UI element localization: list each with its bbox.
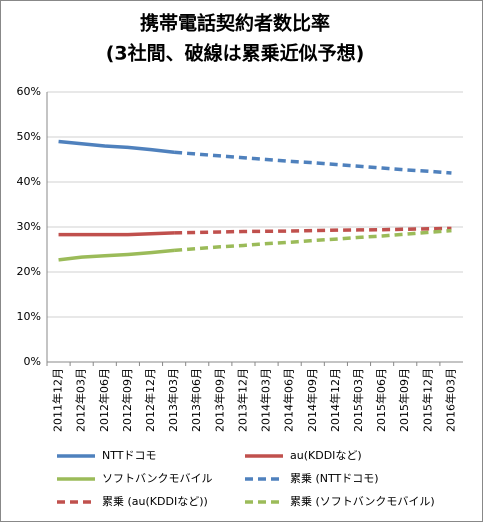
legend-label: NTTドコモ bbox=[102, 449, 156, 462]
chart-subtitle: (3社間、破線は累乗近似予想) bbox=[106, 42, 365, 65]
x-tick-label: 2012年06月 bbox=[97, 368, 111, 432]
chart-title: 携帯電話契約者数比率 bbox=[140, 12, 330, 35]
legend-label: 累乗 (au(KDDIなど)) bbox=[102, 495, 208, 508]
series-line bbox=[58, 231, 175, 237]
y-tick-label: 0% bbox=[24, 355, 41, 368]
x-tick-label: 2015年03月 bbox=[351, 368, 365, 432]
series-line bbox=[174, 226, 452, 235]
y-tick-label: 30% bbox=[17, 220, 41, 233]
x-tick-label: 2015年12月 bbox=[420, 368, 434, 432]
x-tick-label: 2015年06月 bbox=[374, 368, 388, 432]
legend-label: ソフトバンクモバイル bbox=[102, 472, 213, 485]
x-tick-label: 2015年09月 bbox=[397, 368, 411, 432]
series-line bbox=[173, 228, 452, 253]
x-tick-label: 2016年03月 bbox=[443, 368, 457, 432]
x-tick-label: 2011年12月 bbox=[51, 368, 65, 432]
legend-label: 累乗 (ソフトバンクモバイル) bbox=[290, 495, 435, 508]
legend-label: 累乗 (NTTドコモ) bbox=[290, 472, 379, 485]
x-tick-label: 2013年06月 bbox=[189, 368, 203, 432]
x-tick-label: 2012年12月 bbox=[143, 368, 157, 432]
series-line bbox=[173, 150, 452, 175]
y-tick-label: 10% bbox=[17, 310, 41, 323]
x-tick-label: 2013年09月 bbox=[212, 368, 226, 432]
y-tick-label: 50% bbox=[17, 130, 41, 143]
series-line bbox=[58, 248, 175, 262]
x-tick-label: 2013年12月 bbox=[235, 368, 249, 432]
x-tick-label: 2014年03月 bbox=[259, 368, 273, 432]
x-tick-label: 2013年03月 bbox=[166, 368, 180, 432]
legend-label: au(KDDIなど) bbox=[290, 449, 362, 462]
x-tick-label: 2014年06月 bbox=[282, 368, 296, 432]
y-tick-label: 20% bbox=[17, 265, 41, 278]
x-tick-label: 2014年12月 bbox=[328, 368, 342, 432]
series-line bbox=[58, 139, 175, 155]
y-tick-label: 60% bbox=[17, 85, 41, 98]
x-tick-label: 2012年03月 bbox=[74, 368, 88, 432]
y-tick-label: 40% bbox=[17, 175, 41, 188]
x-tick-label: 2014年09月 bbox=[305, 368, 319, 432]
x-tick-label: 2012年09月 bbox=[120, 368, 134, 432]
